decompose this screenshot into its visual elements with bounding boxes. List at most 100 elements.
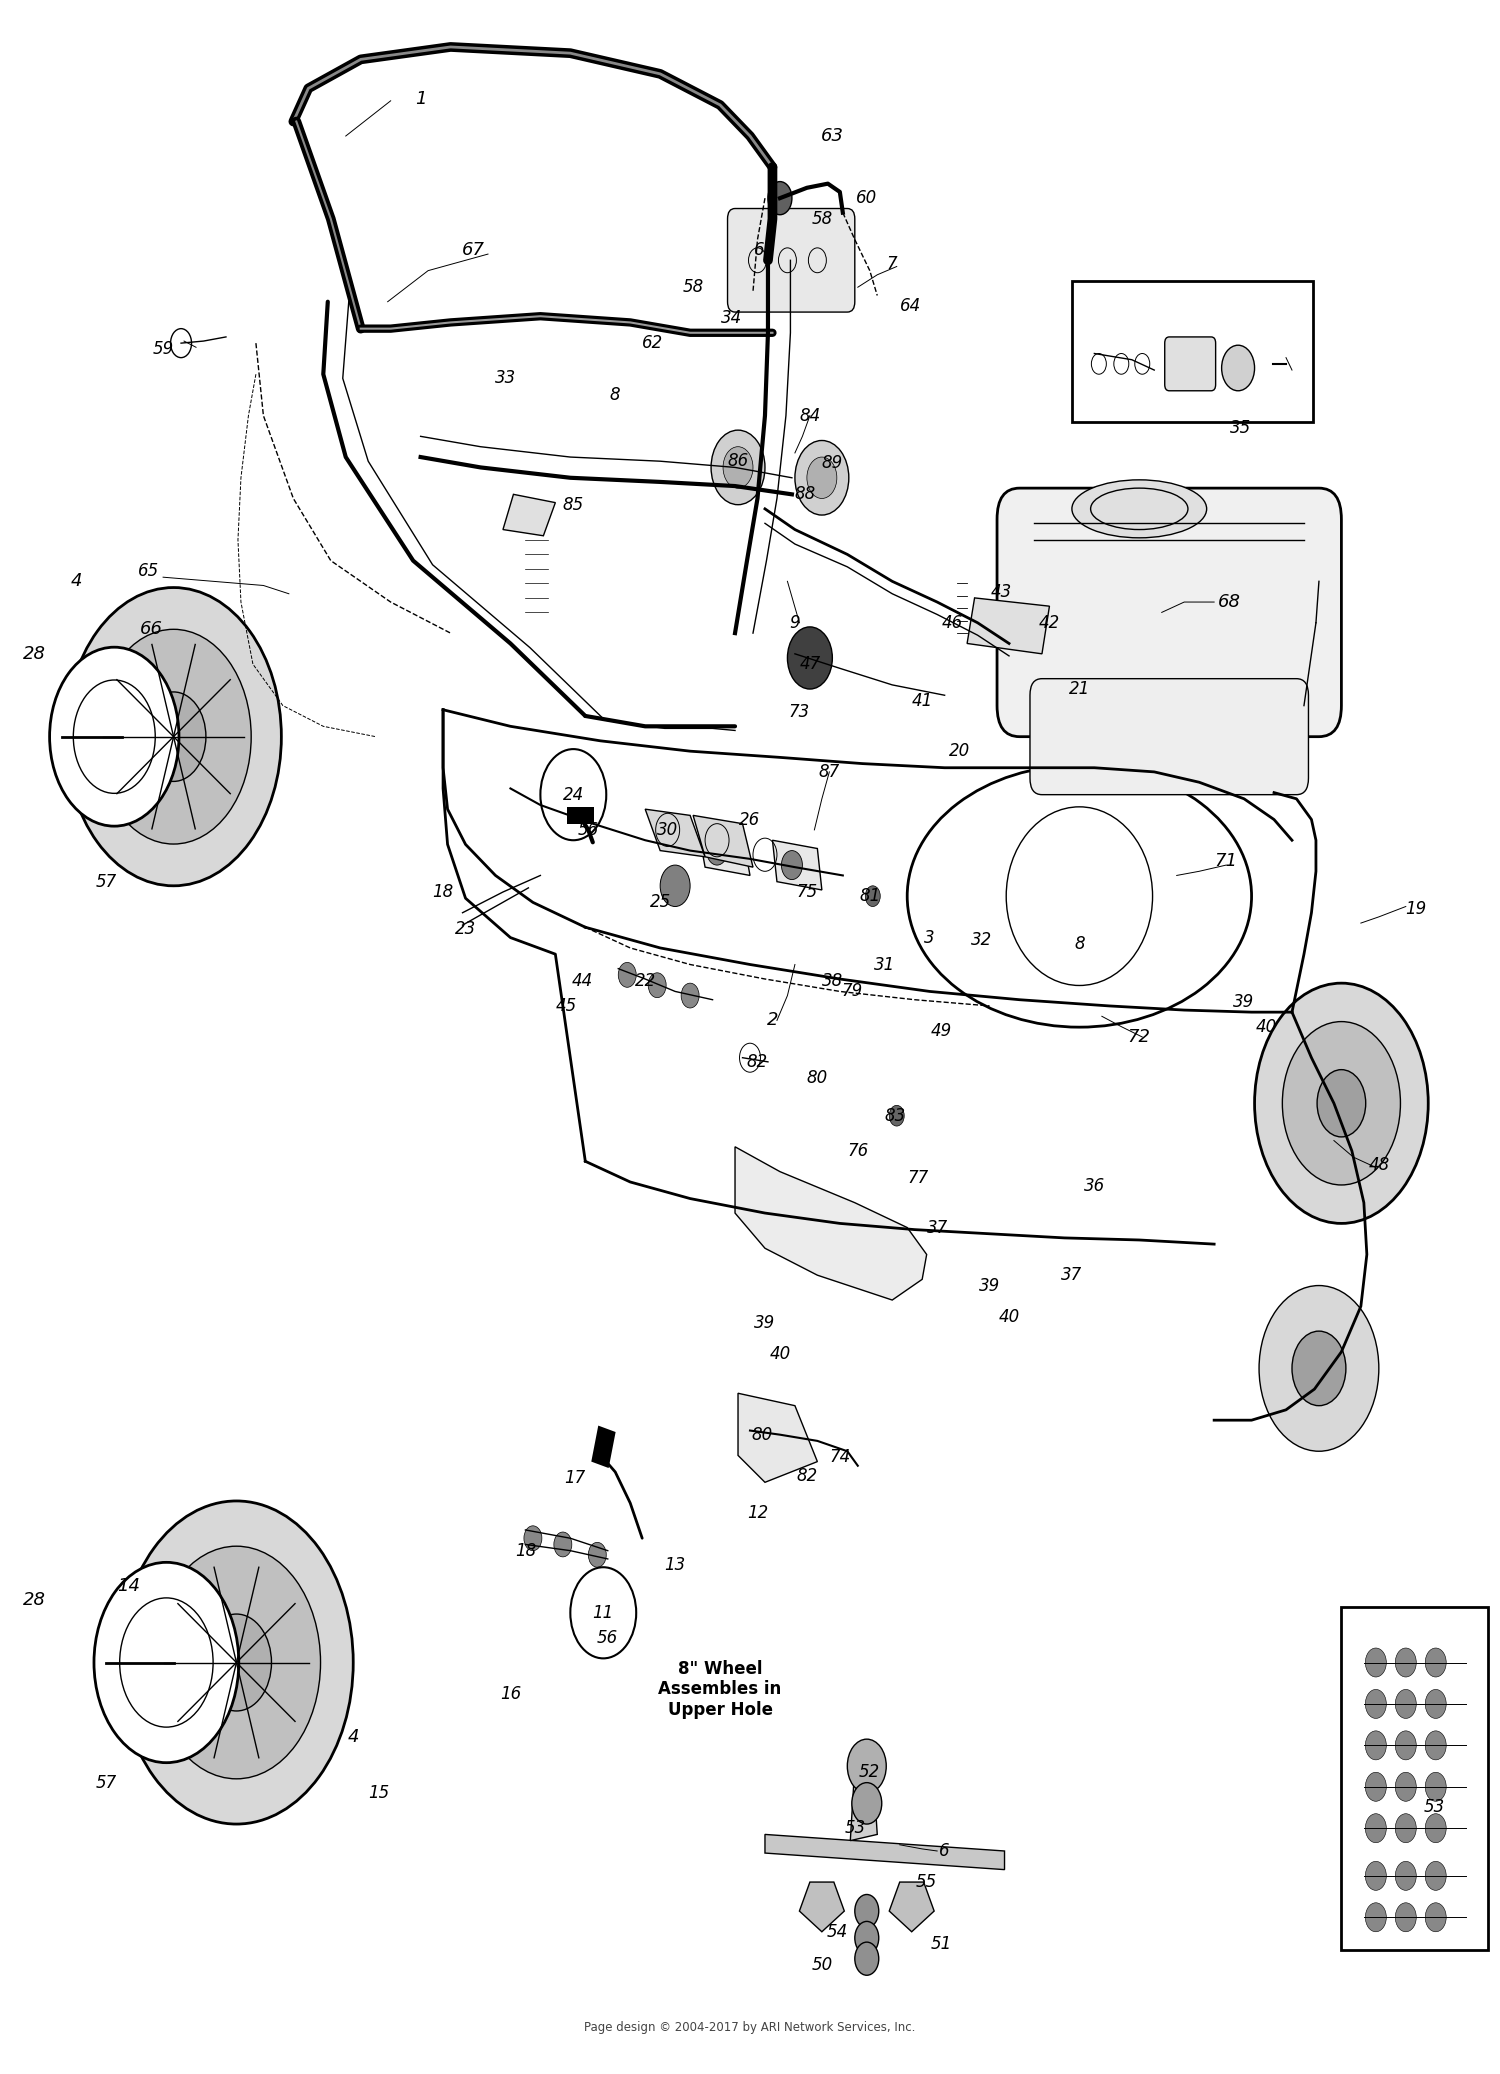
Text: 58: 58 — [812, 209, 832, 228]
Circle shape — [66, 587, 282, 886]
Text: 20: 20 — [950, 742, 970, 761]
Text: 47: 47 — [800, 655, 820, 674]
Circle shape — [648, 973, 666, 998]
Text: 26: 26 — [740, 811, 760, 828]
Text: 18: 18 — [432, 884, 453, 900]
Text: 16: 16 — [500, 1684, 520, 1703]
Circle shape — [1282, 1022, 1401, 1184]
Circle shape — [1395, 1860, 1416, 1889]
Text: 89: 89 — [822, 454, 843, 473]
Text: 11: 11 — [592, 1603, 613, 1622]
Text: 39: 39 — [1233, 993, 1254, 1010]
Circle shape — [94, 1562, 238, 1763]
Text: 64: 64 — [900, 297, 921, 315]
Text: 24: 24 — [562, 786, 584, 803]
Circle shape — [1317, 1070, 1365, 1137]
Circle shape — [1365, 1732, 1386, 1761]
Circle shape — [1425, 1902, 1446, 1931]
Text: 7: 7 — [886, 255, 897, 274]
Text: 12: 12 — [747, 1504, 768, 1522]
Text: 58: 58 — [682, 278, 703, 297]
Text: 36: 36 — [1083, 1178, 1106, 1195]
FancyBboxPatch shape — [1341, 1607, 1488, 1950]
Circle shape — [660, 865, 690, 906]
Text: 9: 9 — [789, 614, 800, 633]
Text: 80: 80 — [807, 1070, 828, 1087]
Circle shape — [1251, 684, 1266, 705]
Text: 49: 49 — [932, 1022, 952, 1039]
Circle shape — [1425, 1773, 1446, 1802]
Text: 6: 6 — [939, 1842, 950, 1860]
Text: 67: 67 — [462, 241, 484, 259]
Circle shape — [855, 1941, 879, 1974]
Text: 75: 75 — [796, 884, 818, 900]
Circle shape — [847, 1740, 886, 1794]
Circle shape — [1221, 344, 1254, 390]
Text: 53: 53 — [1424, 1798, 1444, 1817]
Polygon shape — [738, 1394, 818, 1483]
Circle shape — [788, 626, 832, 689]
Text: 77: 77 — [908, 1170, 928, 1186]
Text: 39: 39 — [754, 1313, 776, 1332]
Text: 51: 51 — [932, 1935, 952, 1954]
Polygon shape — [693, 815, 753, 867]
Circle shape — [1191, 684, 1206, 705]
Circle shape — [1425, 1732, 1446, 1761]
Text: 28: 28 — [22, 1591, 46, 1609]
Text: 34: 34 — [722, 309, 742, 328]
Text: 82: 82 — [747, 1054, 768, 1070]
Text: 13: 13 — [664, 1556, 686, 1574]
Text: 85: 85 — [562, 496, 584, 514]
Circle shape — [1425, 1690, 1446, 1719]
Circle shape — [153, 1547, 321, 1779]
Text: 62: 62 — [642, 334, 663, 353]
Circle shape — [1395, 1813, 1416, 1842]
Circle shape — [1292, 1332, 1346, 1406]
Text: 66: 66 — [140, 620, 162, 639]
Text: 44: 44 — [572, 973, 592, 989]
Circle shape — [1365, 1902, 1386, 1931]
Text: 84: 84 — [800, 407, 820, 425]
Text: 73: 73 — [789, 703, 810, 722]
Text: 17: 17 — [564, 1468, 585, 1487]
Text: 46: 46 — [942, 614, 963, 633]
FancyBboxPatch shape — [998, 487, 1341, 736]
Text: 8: 8 — [1074, 935, 1084, 952]
Text: 30: 30 — [657, 821, 678, 838]
FancyBboxPatch shape — [1030, 678, 1308, 794]
Text: 37: 37 — [927, 1220, 948, 1236]
Circle shape — [855, 1894, 879, 1927]
Text: 59: 59 — [153, 340, 174, 359]
Text: 43: 43 — [992, 583, 1012, 601]
Text: 72: 72 — [1128, 1029, 1150, 1045]
Text: 37: 37 — [1062, 1267, 1083, 1284]
Polygon shape — [772, 840, 822, 890]
Circle shape — [1365, 1860, 1386, 1889]
Text: 71: 71 — [1215, 852, 1237, 869]
Polygon shape — [645, 809, 705, 857]
FancyBboxPatch shape — [1072, 280, 1312, 421]
Circle shape — [1088, 684, 1102, 705]
Text: 56: 56 — [597, 1628, 618, 1647]
Circle shape — [96, 628, 250, 844]
Text: 1: 1 — [416, 89, 426, 108]
Text: 55: 55 — [916, 1873, 938, 1891]
Text: 54: 54 — [827, 1923, 848, 1941]
Circle shape — [890, 1105, 904, 1126]
Text: 57: 57 — [96, 873, 117, 890]
Text: 33: 33 — [495, 369, 516, 388]
Circle shape — [1258, 1286, 1378, 1452]
Polygon shape — [765, 1833, 1005, 1869]
Text: 82: 82 — [796, 1466, 818, 1485]
Circle shape — [1395, 1902, 1416, 1931]
Circle shape — [50, 647, 178, 825]
Text: 52: 52 — [859, 1763, 880, 1782]
Circle shape — [1395, 1690, 1416, 1719]
Text: 39: 39 — [980, 1276, 1000, 1294]
Text: 76: 76 — [847, 1143, 868, 1159]
Circle shape — [1425, 1649, 1446, 1678]
Text: 83: 83 — [885, 1108, 906, 1124]
Polygon shape — [968, 597, 1050, 653]
Text: 79: 79 — [842, 983, 862, 1000]
Text: 56: 56 — [578, 821, 598, 838]
